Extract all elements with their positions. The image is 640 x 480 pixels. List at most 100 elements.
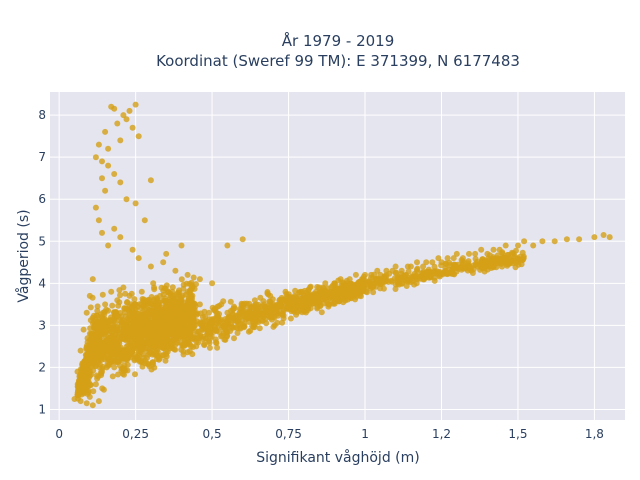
data-point-2754 xyxy=(129,124,136,131)
data-point-2763 xyxy=(132,200,139,207)
data-point-2711 xyxy=(392,263,399,270)
data-point-2732 xyxy=(515,242,521,249)
data-point-2658 xyxy=(169,288,176,295)
data-point-2762 xyxy=(123,196,130,203)
data-point-2663 xyxy=(178,314,185,320)
data-point-2758 xyxy=(102,187,109,194)
data-point-2642 xyxy=(144,297,151,304)
data-point-2593 xyxy=(482,259,489,266)
data-point-2748 xyxy=(111,105,118,112)
data-point-2776 xyxy=(172,267,179,274)
data-point-1626 xyxy=(279,310,286,317)
data-points xyxy=(71,101,613,409)
data-point-2618 xyxy=(108,343,115,350)
data-point-2767 xyxy=(95,217,102,224)
data-point-2355 xyxy=(499,255,506,262)
data-point-2679 xyxy=(230,305,237,312)
data-point-2652 xyxy=(160,314,167,320)
data-point-2773 xyxy=(135,255,142,262)
data-point-2688 xyxy=(276,297,283,304)
data-point-1590 xyxy=(172,346,179,353)
data-point-2393 xyxy=(435,270,442,277)
data-point-2646 xyxy=(151,335,157,341)
data-point-2690 xyxy=(285,297,292,304)
data-point-659 xyxy=(431,263,438,270)
data-point-1115 xyxy=(472,255,479,262)
data-point-2436 xyxy=(223,323,230,330)
data-point-2383 xyxy=(413,266,420,273)
data-point-2746 xyxy=(105,145,112,152)
data-point-2587 xyxy=(188,285,195,292)
data-point-2701 xyxy=(343,280,350,287)
data-point-1693 xyxy=(99,363,106,370)
data-point-2568 xyxy=(217,318,224,325)
data-point-2787 xyxy=(80,326,87,333)
data-point-2380 xyxy=(141,303,148,310)
data-point-2634 xyxy=(132,301,139,308)
data-point-2731 xyxy=(502,242,509,249)
data-point-1623 xyxy=(131,296,138,303)
data-point-2744 xyxy=(99,158,105,165)
data-point-2730 xyxy=(496,246,503,253)
data-point-2562 xyxy=(93,312,100,319)
data-point-2783 xyxy=(163,250,170,257)
x-tick-label-6: 1,5 xyxy=(508,427,527,441)
data-point-2548 xyxy=(311,295,317,302)
data-point-2491 xyxy=(183,335,190,342)
data-point-2635 xyxy=(135,351,142,358)
data-point-2400 xyxy=(75,384,82,391)
data-point-2654 xyxy=(163,301,170,308)
data-point-2216 xyxy=(197,333,204,340)
data-point-2686 xyxy=(267,292,274,299)
data-point-2323 xyxy=(508,251,515,258)
data-point-2765 xyxy=(147,177,154,184)
data-point-2317 xyxy=(504,261,511,267)
x-tick-label-5: 1,2 xyxy=(432,427,451,441)
data-point-1902 xyxy=(99,291,106,298)
data-point-2789 xyxy=(74,368,81,375)
data-point-2780 xyxy=(224,242,231,249)
y-tick-label-4: 5 xyxy=(38,234,46,248)
data-point-1850 xyxy=(103,306,110,313)
data-point-2521 xyxy=(328,288,335,295)
data-point-2777 xyxy=(184,271,191,278)
data-point-2118 xyxy=(490,254,497,261)
data-point-2750 xyxy=(117,137,124,144)
data-point-2682 xyxy=(245,309,252,316)
data-point-2745 xyxy=(102,128,109,135)
data-point-1747 xyxy=(383,272,390,279)
data-point-2489 xyxy=(80,380,87,387)
data-point-1809 xyxy=(87,304,94,311)
data-point-2696 xyxy=(316,284,323,291)
data-point-2637 xyxy=(138,288,145,295)
data-point-2668 xyxy=(190,305,197,312)
data-point-2697 xyxy=(322,280,329,287)
data-point-2778 xyxy=(196,276,203,283)
data-point-2710 xyxy=(389,267,396,274)
data-point-2184 xyxy=(112,351,119,358)
data-point-2766 xyxy=(92,204,99,211)
data-point-2573 xyxy=(155,334,162,341)
data-point-2640 xyxy=(141,360,148,367)
data-point-433 xyxy=(214,344,221,351)
data-point-2687 xyxy=(270,301,277,308)
data-point-2426 xyxy=(182,340,189,347)
data-point-2651 xyxy=(160,343,167,350)
data-point-2432 xyxy=(141,346,148,353)
data-point-2728 xyxy=(484,250,491,257)
data-point-2724 xyxy=(459,255,466,262)
data-point-1779 xyxy=(201,308,208,315)
data-point-2615 xyxy=(105,356,112,362)
x-tick-label-3: 0,75 xyxy=(275,427,302,441)
data-point-2539 xyxy=(284,305,291,312)
data-point-2630 xyxy=(126,292,133,299)
data-point-1122 xyxy=(124,361,131,368)
data-point-2541 xyxy=(277,303,284,309)
data-point-2578 xyxy=(142,333,149,339)
data-point-2648 xyxy=(154,356,160,362)
data-point-2735 xyxy=(539,238,546,245)
data-point-2660 xyxy=(172,305,179,312)
data-point-2721 xyxy=(444,255,451,262)
data-point-2243 xyxy=(223,329,230,336)
